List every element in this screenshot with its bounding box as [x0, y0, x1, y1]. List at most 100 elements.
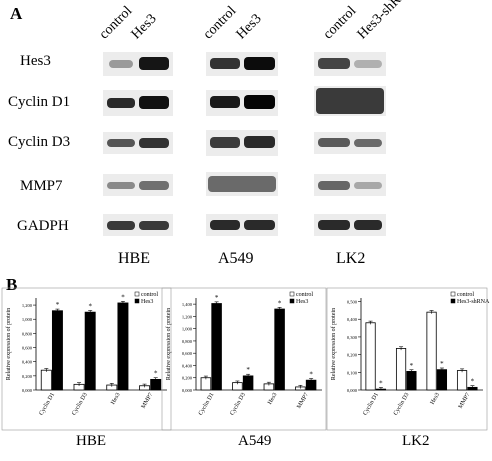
bar-hes3-hes3 — [117, 302, 129, 391]
blot-a549-cyclin-d1 — [206, 90, 278, 116]
category-label-cyclin-d3: Cyclin D3 — [393, 392, 411, 417]
chart-frame — [326, 287, 488, 431]
row-label-cyclin-d3: Cyclin D3 — [8, 134, 71, 150]
category-label-cyclin-d1: Cyclin D1 — [38, 392, 56, 417]
y-axis-label: Relative expression of protein — [165, 308, 172, 380]
category-label-mmp7: MMP7 — [458, 392, 472, 410]
y-axis-label: Relative expression of protein — [330, 308, 337, 380]
legend-label-hes3: Hes3 — [296, 299, 308, 305]
y-tick-label: 0,400 — [182, 363, 193, 369]
col-header-lk2-control: control — [320, 3, 360, 43]
y-axis-label: Relative expression of protein — [5, 308, 12, 380]
y-tick-label: 0,000 — [347, 388, 358, 394]
blot-hbe-cyclin-d1 — [103, 90, 173, 116]
y-tick-label: 1,000 — [22, 317, 33, 323]
significance-marker: * — [88, 302, 92, 310]
y-tick-label: 1,000 — [182, 327, 193, 333]
y-tick-label: 0,500 — [347, 300, 358, 306]
col-header-lk2-hes3-shrna: Hes3-shRNA — [354, 0, 419, 43]
bar-control-cyclin-d1 — [200, 377, 212, 391]
y-tick-label: 0,000 — [22, 388, 33, 394]
significance-marker: * — [154, 370, 158, 378]
legend-swatch-control — [134, 291, 140, 297]
legend-swatch-control — [450, 291, 456, 297]
category-label-hes3: Hes3 — [267, 392, 278, 406]
bar-hes3-hes3 — [274, 308, 285, 391]
category-label-cyclin-d1: Cyclin D1 — [362, 392, 380, 417]
blot-lk2-gadph — [314, 214, 386, 236]
significance-marker: * — [471, 378, 475, 386]
bar-hes3-cyclin-d1 — [211, 303, 222, 391]
chart-lk2: 0,000 0,100 0,200 0,300 0,400 0,500 Relative e… — [326, 287, 490, 431]
chart-title-a549: A549 — [238, 433, 272, 449]
bar-hes3-shrna-hes3 — [436, 369, 448, 391]
y-tick-label: 0,000 — [182, 388, 193, 394]
bar-hes3-cyclin-d3 — [242, 375, 254, 391]
y-tick-label: 1,200 — [22, 303, 33, 309]
significance-marker: * — [56, 301, 60, 309]
blot-lk2-cyclin-d3 — [314, 132, 386, 154]
chart-frame — [161, 287, 327, 431]
y-tick-label: 0,300 — [347, 335, 358, 341]
bar-control-cyclin-d1 — [40, 369, 52, 391]
chart-frame — [1, 287, 172, 431]
col-header-a549-control: control — [200, 3, 240, 43]
blot-hbe-gadph — [103, 214, 173, 236]
legend-swatch-hes3-shrna — [450, 298, 456, 304]
blot-hbe-hes3 — [103, 52, 173, 76]
panel-b-letter: B — [6, 275, 18, 294]
legend-label-hes3-shrna: Hes3-shRNA — [457, 299, 490, 305]
y-tick-label: 1,200 — [182, 314, 193, 320]
y-tick-label: 0,600 — [22, 346, 33, 352]
significance-marker: * — [410, 362, 414, 370]
chart-title-hbe: HBE — [76, 433, 106, 449]
blot-hbe-cyclin-d3 — [103, 132, 173, 154]
col-header-hbe-control: control — [96, 3, 136, 43]
category-label-mmp7: MMP7 — [296, 392, 310, 410]
legend-label-hes3: Hes3 — [141, 299, 153, 305]
chart-hbe: 0,000 0,200 0,400 0,600 0,800 1,000 1,200 Relat… — [1, 287, 172, 431]
row-label-gadph: GADPH — [17, 218, 69, 234]
blot-a549-gadph — [206, 214, 278, 236]
blot-column-hbe — [103, 46, 173, 246]
y-tick-label: 0,800 — [22, 331, 33, 337]
significance-marker: * — [440, 360, 444, 368]
blot-hbe-mmp7 — [103, 174, 173, 196]
y-tick-label: 1,400 — [182, 302, 193, 308]
blot-a549-cyclin-d3 — [206, 130, 278, 156]
chart-a549: 0,000 0,200 0,400 0,600 0,800 1,000 1,200 1,400… — [161, 287, 327, 431]
blot-lk2-mmp7 — [314, 174, 386, 196]
y-tick-label: 0,800 — [182, 339, 193, 345]
y-tick-label: 0,100 — [347, 370, 358, 376]
category-label-hes3: Hes3 — [110, 392, 121, 406]
blot-column-lk2 — [314, 46, 386, 246]
blot-lk2-hes3 — [314, 52, 386, 76]
cell-line-label-lk2: LK2 — [336, 250, 366, 267]
category-label-cyclin-d3: Cyclin D3 — [229, 392, 247, 417]
significance-marker: * — [215, 294, 219, 302]
legend-swatch-hes3 — [134, 298, 140, 304]
legend-label-control: control — [296, 292, 313, 298]
row-label-cyclin-d1: Cyclin D1 — [8, 94, 71, 110]
significance-marker: * — [379, 379, 383, 387]
cell-line-label-a549: A549 — [218, 250, 254, 267]
legend-label-control: control — [457, 292, 474, 298]
y-tick-label: 0,200 — [182, 376, 193, 382]
cell-line-label-hbe: HBE — [118, 250, 150, 267]
significance-marker: * — [278, 299, 282, 307]
blot-column-a549 — [206, 46, 278, 246]
bar-hes3-cyclin-d3 — [84, 311, 96, 391]
blot-a549-mmp7 — [206, 172, 278, 196]
bar-control-cyclin-d1 — [365, 322, 376, 391]
significance-marker: * — [121, 293, 125, 301]
y-tick-label: 0,400 — [22, 360, 33, 366]
bar-control-cyclin-d3 — [395, 348, 407, 391]
chart-title-lk2: LK2 — [402, 433, 430, 449]
bar-control-mmp7 — [456, 370, 468, 391]
bar-control-hes3 — [426, 311, 437, 391]
category-label-cyclin-d1: Cyclin D1 — [198, 392, 216, 417]
panel-a-letter: A — [10, 4, 23, 23]
significance-marker: * — [246, 366, 250, 374]
bar-hes3-shrna-cyclin-d3 — [406, 371, 417, 391]
legend-swatch-hes3 — [289, 298, 295, 304]
